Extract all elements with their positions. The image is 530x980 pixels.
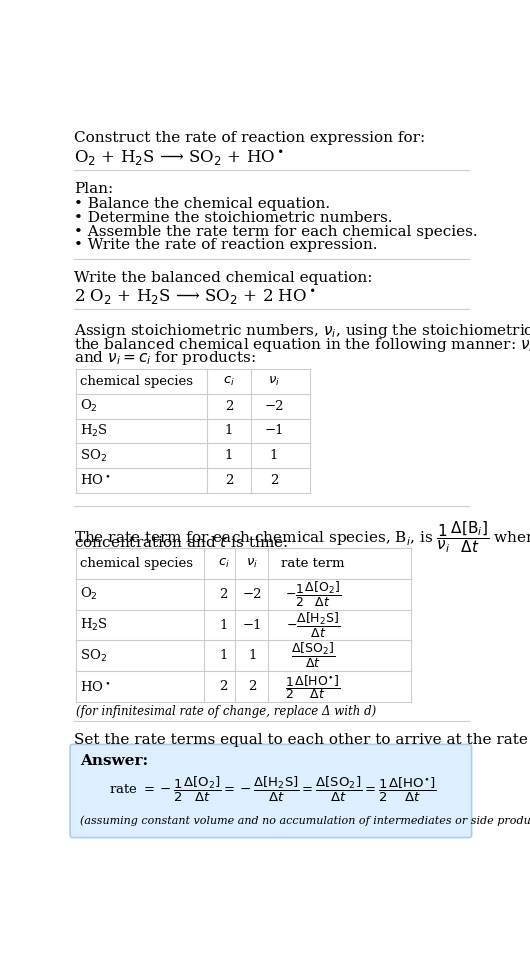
Text: 2: 2 [270,473,278,487]
Text: O$_2$: O$_2$ [80,398,98,415]
Text: (for infinitesimal rate of change, replace Δ with d): (for infinitesimal rate of change, repla… [76,706,376,718]
Text: SO$_2$: SO$_2$ [80,648,107,663]
Text: 2 O$_2$ + H$_2$S ⟶ SO$_2$ + 2 HO$^\bullet$: 2 O$_2$ + H$_2$S ⟶ SO$_2$ + 2 HO$^\bulle… [74,288,316,308]
Text: rate term: rate term [281,557,344,570]
Text: Set the rate terms equal to each other to arrive at the rate expression:: Set the rate terms equal to each other t… [74,733,530,747]
Text: HO$^\bullet$: HO$^\bullet$ [80,680,111,694]
Text: Assign stoichiometric numbers, $\nu_i$, using the stoichiometric coefficients, $: Assign stoichiometric numbers, $\nu_i$, … [74,321,530,340]
Text: the balanced chemical equation in the following manner: $\nu_i = -c_i$ for react: the balanced chemical equation in the fo… [74,335,530,354]
Text: 1: 1 [270,449,278,463]
Text: $c_i$: $c_i$ [223,375,235,388]
Text: • Assemble the rate term for each chemical species.: • Assemble the rate term for each chemic… [74,224,478,238]
Text: $\dfrac{1}{2}\dfrac{\Delta[\mathrm{HO^{\bullet}}]}{\Delta t}$: $\dfrac{1}{2}\dfrac{\Delta[\mathrm{HO^{\… [285,672,340,701]
Text: 2: 2 [219,680,228,693]
Text: −2: −2 [264,400,284,413]
Text: $-\dfrac{1}{2}\dfrac{\Delta[\mathrm{O_2}]}{\Delta t}$: $-\dfrac{1}{2}\dfrac{\Delta[\mathrm{O_2}… [285,580,341,609]
Text: rate $= -\dfrac{1}{2}\dfrac{\Delta[\mathrm{O_2}]}{\Delta t} = -\dfrac{\Delta[\ma: rate $= -\dfrac{1}{2}\dfrac{\Delta[\math… [109,774,436,804]
Text: • Write the rate of reaction expression.: • Write the rate of reaction expression. [74,238,377,253]
Text: $\nu_i$: $\nu_i$ [246,557,258,570]
Text: 2: 2 [248,680,257,693]
Text: chemical species: chemical species [80,375,193,388]
Text: O$_2$ + H$_2$S ⟶ SO$_2$ + HO$^\bullet$: O$_2$ + H$_2$S ⟶ SO$_2$ + HO$^\bullet$ [74,148,284,168]
Text: concentration and $t$ is time:: concentration and $t$ is time: [74,534,288,550]
FancyBboxPatch shape [70,745,472,838]
Text: $\nu_i$: $\nu_i$ [268,375,280,388]
Text: Construct the rate of reaction expression for:: Construct the rate of reaction expressio… [74,131,425,145]
Text: 2: 2 [219,588,228,601]
Text: • Balance the chemical equation.: • Balance the chemical equation. [74,197,330,211]
Text: 2: 2 [225,400,233,413]
Text: $c_i$: $c_i$ [218,557,229,570]
Text: −1: −1 [243,618,262,631]
Text: $-\dfrac{\Delta[\mathrm{H_2S}]}{\Delta t}$: $-\dfrac{\Delta[\mathrm{H_2S}]}{\Delta t… [286,611,340,640]
Text: Plan:: Plan: [74,182,113,196]
Text: 1: 1 [219,650,228,662]
Text: H$_2$S: H$_2$S [80,617,108,633]
Text: SO$_2$: SO$_2$ [80,448,107,464]
Text: O$_2$: O$_2$ [80,586,98,603]
Text: chemical species: chemical species [80,557,193,570]
Text: 1: 1 [225,424,233,437]
Text: −2: −2 [243,588,262,601]
Text: • Determine the stoichiometric numbers.: • Determine the stoichiometric numbers. [74,211,393,224]
Text: 1: 1 [219,618,228,631]
Text: HO$^\bullet$: HO$^\bullet$ [80,473,111,487]
Text: H$_2$S: H$_2$S [80,423,108,439]
Text: The rate term for each chemical species, B$_i$, is $\dfrac{1}{\nu_i}\dfrac{\Delt: The rate term for each chemical species,… [74,518,530,555]
Text: $\dfrac{\Delta[\mathrm{SO_2}]}{\Delta t}$: $\dfrac{\Delta[\mathrm{SO_2}]}{\Delta t}… [290,641,335,670]
Text: and $\nu_i = c_i$ for products:: and $\nu_i = c_i$ for products: [74,349,256,368]
Text: Write the balanced chemical equation:: Write the balanced chemical equation: [74,270,373,285]
Text: −1: −1 [264,424,284,437]
Text: 1: 1 [248,650,257,662]
Text: (assuming constant volume and no accumulation of intermediates or side products): (assuming constant volume and no accumul… [80,815,530,826]
Text: Answer:: Answer: [80,755,148,768]
Text: 2: 2 [225,473,233,487]
Text: 1: 1 [225,449,233,463]
